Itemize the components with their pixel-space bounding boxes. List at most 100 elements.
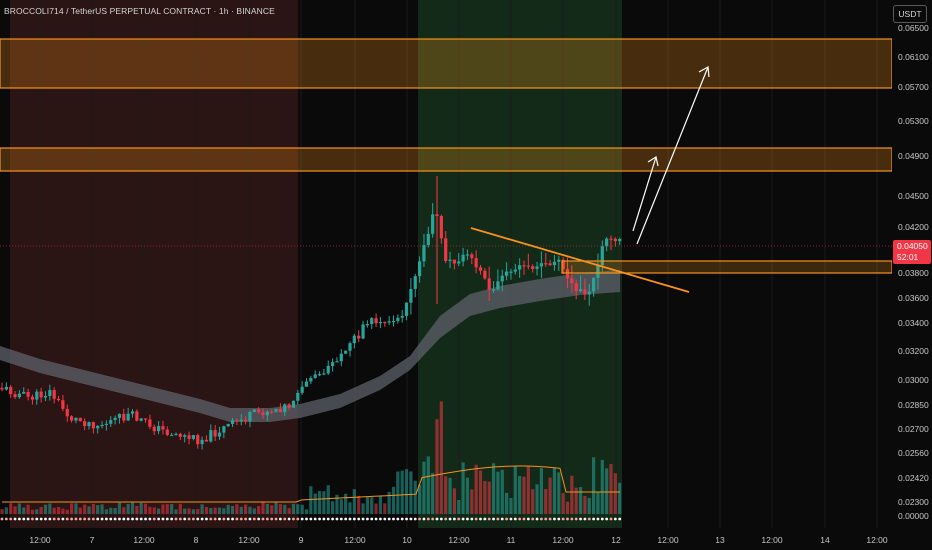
- price-axis[interactable]: [892, 0, 932, 528]
- volume-bar: [344, 493, 348, 514]
- volume-bar: [91, 503, 95, 514]
- signal-dot: [18, 517, 21, 521]
- signal-dot: [570, 517, 574, 521]
- candle-body: [196, 435, 200, 445]
- candle-body: [152, 426, 156, 432]
- candle-body: [22, 391, 26, 394]
- candle-body: [518, 265, 522, 270]
- candle-body: [592, 277, 596, 292]
- candle-body: [78, 417, 82, 422]
- volume-bar: [287, 508, 291, 514]
- signal-dot: [74, 517, 78, 521]
- volume-bar: [0, 509, 4, 514]
- time-tick-label: 14: [820, 535, 830, 545]
- price-tick-label: 0.03600: [898, 293, 929, 303]
- candle-body: [96, 425, 100, 429]
- candle-body: [431, 214, 435, 234]
- signal-dot: [279, 517, 282, 521]
- time-tick-label: 12:00: [29, 535, 51, 545]
- signal-dot: [187, 517, 191, 521]
- volume-bar: [500, 469, 504, 514]
- signal-dot: [335, 517, 339, 521]
- descending-trendline[interactable]: [470, 227, 690, 293]
- signal-dot: [131, 517, 134, 521]
- signal-dot: [78, 517, 82, 521]
- time-tick-label: 13: [715, 535, 725, 545]
- signal-dot: [170, 517, 174, 521]
- support-zone[interactable]: [561, 260, 893, 274]
- candle-body: [178, 433, 182, 437]
- signal-dot: [113, 517, 117, 521]
- volume-bar: [365, 496, 369, 514]
- volume-bar: [313, 493, 317, 514]
- signal-dot: [418, 517, 421, 521]
- candle-body: [65, 408, 69, 417]
- signal-dot: [431, 517, 435, 521]
- resistance-zone-lower[interactable]: [0, 147, 893, 172]
- volume-bar: [74, 503, 78, 514]
- volume-bar: [348, 502, 352, 514]
- candle-body: [230, 420, 235, 425]
- ema-band: [0, 270, 620, 422]
- signal-dot: [205, 517, 208, 521]
- signal-dot: [296, 517, 300, 521]
- price-tick-label: 0.02850: [898, 400, 929, 410]
- volume-bar: [183, 508, 187, 514]
- projection-arrow-long[interactable]: [636, 66, 710, 245]
- signal-dot: [387, 517, 391, 521]
- signal-dot: [348, 517, 352, 521]
- signal-dot: [161, 517, 165, 521]
- candle-body: [400, 315, 404, 318]
- volume-bar: [396, 471, 400, 514]
- volume-bar: [505, 492, 509, 514]
- volume-bar: [148, 506, 152, 514]
- time-axis[interactable]: [0, 528, 932, 550]
- volume-bar: [518, 475, 522, 514]
- last-price-tag: 0.04050 52:01: [893, 240, 931, 264]
- time-tick-label: 12:00: [448, 535, 470, 545]
- candle-body: [261, 412, 265, 416]
- candle-body: [461, 254, 465, 262]
- candle-body: [326, 365, 330, 374]
- volume-bar: [4, 507, 8, 514]
- signal-dot: [322, 517, 326, 521]
- signal-dot: [492, 517, 495, 521]
- volume-bar: [335, 494, 339, 514]
- volume-bar: [361, 503, 365, 514]
- candle-body: [522, 265, 526, 267]
- resistance-zone-upper[interactable]: [0, 38, 893, 89]
- candle-body: [313, 374, 317, 378]
- candle-body: [143, 418, 148, 420]
- time-tick-label: 12:00: [761, 535, 783, 545]
- volume-bar: [230, 505, 235, 514]
- volume-bar: [104, 509, 108, 514]
- signal-dot: [318, 517, 321, 521]
- signal-dot: [209, 517, 213, 521]
- volume-bar: [200, 504, 204, 514]
- signal-dot: [0, 517, 4, 521]
- signal-dot: [13, 517, 17, 521]
- volume-bar: [531, 489, 535, 514]
- projection-arrow-short[interactable]: [632, 156, 659, 232]
- candle-body: [496, 281, 500, 290]
- currency-button[interactable]: USDT: [893, 5, 927, 23]
- candle-body: [409, 288, 413, 303]
- volume-bar: [526, 466, 530, 514]
- volume-bar: [426, 456, 430, 514]
- volume-bar: [470, 489, 474, 514]
- time-tick-label: 12:00: [238, 535, 260, 545]
- candle-body: [39, 391, 43, 398]
- candle-body: [126, 413, 130, 421]
- candle-body: [213, 430, 217, 437]
- signal-dot: [135, 517, 139, 521]
- time-tick-label: 9: [299, 535, 304, 545]
- signal-dot: [283, 517, 287, 521]
- signal-dot: [48, 517, 52, 521]
- volume-bar: [457, 499, 461, 514]
- candle-body: [209, 430, 213, 442]
- volume-bar: [43, 504, 48, 514]
- volume-bar: [204, 506, 209, 514]
- signal-dot: [505, 517, 508, 521]
- signal-dot: [422, 517, 426, 521]
